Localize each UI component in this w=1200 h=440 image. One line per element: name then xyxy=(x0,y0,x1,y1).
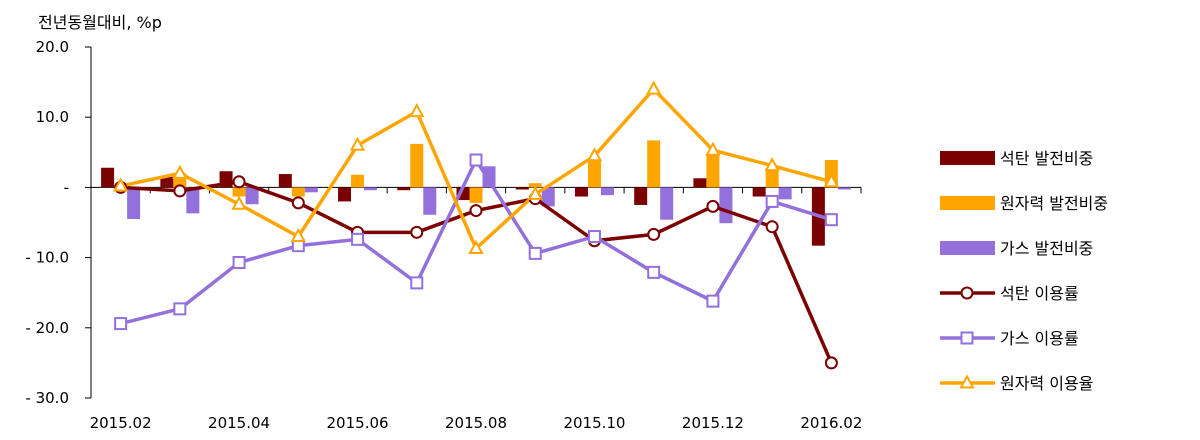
line-point-square xyxy=(469,153,483,167)
line-point-triangle xyxy=(349,136,366,151)
x-tick-label: 2015.10 xyxy=(563,414,625,432)
line-point-circle xyxy=(960,286,974,300)
bar xyxy=(482,166,496,188)
bar xyxy=(351,174,365,188)
bar xyxy=(186,187,200,214)
line-point-square xyxy=(587,230,601,244)
line-point-triangle xyxy=(764,157,780,172)
line-point-triangle xyxy=(409,102,425,118)
line-point-triangle xyxy=(705,141,721,156)
line-point-circle xyxy=(706,199,720,213)
bar xyxy=(291,187,305,197)
y-tick-label: 10.0 xyxy=(36,108,69,126)
line-point-square xyxy=(114,317,128,331)
bar xyxy=(837,187,851,190)
x-tick-label: 2015.06 xyxy=(327,414,389,432)
line-point-square xyxy=(824,213,838,227)
y-tick-label: - 30.0 xyxy=(25,389,69,407)
bar xyxy=(338,187,352,202)
line-point-square xyxy=(960,331,974,345)
line-point-square xyxy=(351,232,365,246)
legend-label: 원자력 이용율 xyxy=(1000,374,1093,393)
line-point-circle xyxy=(291,196,305,210)
bar xyxy=(364,187,378,191)
line-point-triangle xyxy=(527,185,543,200)
line-point-square xyxy=(528,246,542,260)
legend-label: 원자력 발전비중 xyxy=(1000,194,1108,213)
line-point-circle xyxy=(469,204,483,218)
legend-label: 가스 발전비중 xyxy=(1000,239,1093,258)
x-tick-label: 2016.02 xyxy=(800,414,862,432)
line-point-circle xyxy=(647,227,661,241)
bar xyxy=(574,187,588,197)
plot-area: 20.0 10.0 - - 10.0 - 20.0 - 30.0 2015.02 2015.0… xyxy=(25,38,862,432)
bar xyxy=(515,187,529,190)
y-tick-label: - xyxy=(64,178,69,196)
bar xyxy=(719,187,733,224)
bar xyxy=(101,167,115,188)
line-point-circle xyxy=(824,356,838,370)
line-point-triangle xyxy=(231,195,247,210)
line-point-circle xyxy=(765,220,779,234)
bar xyxy=(693,178,707,188)
y-tick-label: - 10.0 xyxy=(25,249,69,267)
line-point-circle xyxy=(410,225,424,239)
line-point-triangle xyxy=(172,164,188,179)
line-point-square xyxy=(410,276,424,290)
line-point-triangle xyxy=(959,374,975,389)
bar xyxy=(410,143,424,188)
x-tick-label: 2015.04 xyxy=(208,414,270,432)
y-axis-unit-label: 전년동월대비, %p xyxy=(38,13,162,32)
line-point-circle xyxy=(232,175,246,189)
legend-swatch-bar xyxy=(940,151,995,165)
bar xyxy=(397,187,411,191)
line-point-square xyxy=(232,256,246,270)
line-point-square xyxy=(765,194,779,208)
bar xyxy=(245,187,259,205)
line-point-triangle xyxy=(823,173,840,188)
legend-label: 가스 이용률 xyxy=(1000,329,1079,348)
y-tick-label: 20.0 xyxy=(36,38,69,56)
line-point-triangle xyxy=(586,147,603,162)
legend-swatch-bar xyxy=(940,241,995,255)
line-point-square xyxy=(706,294,720,308)
y-tick-label: - 20.0 xyxy=(25,319,69,337)
bar xyxy=(541,187,555,207)
line-point-square xyxy=(647,265,661,279)
line-point-triangle xyxy=(468,239,484,254)
line-point-circle xyxy=(173,184,187,198)
bar xyxy=(423,187,437,215)
x-tick-label: 2015.08 xyxy=(445,414,507,432)
bar xyxy=(469,187,483,203)
bar xyxy=(587,158,601,188)
bar xyxy=(634,187,648,205)
line-point-triangle xyxy=(646,80,662,95)
bar xyxy=(706,153,720,188)
bar xyxy=(647,140,661,188)
bar xyxy=(278,174,292,188)
bar xyxy=(160,176,174,188)
legend-label: 석탄 발전비중 xyxy=(1000,149,1093,168)
bar xyxy=(660,187,674,220)
line-point-triangle xyxy=(290,227,306,243)
bar xyxy=(765,167,779,188)
bar xyxy=(778,187,792,200)
bar xyxy=(232,187,246,197)
bar xyxy=(752,187,766,197)
line-point-triangle xyxy=(112,177,129,192)
x-tick-label: 2015.02 xyxy=(90,414,152,432)
bar xyxy=(304,187,318,193)
line-point-square xyxy=(173,302,187,316)
legend-label: 석탄 이용률 xyxy=(1000,284,1079,303)
legend-swatch-bar xyxy=(940,196,995,210)
series-line xyxy=(120,87,832,251)
x-tick-label: 2015.12 xyxy=(682,414,744,432)
bar xyxy=(600,187,614,196)
bar xyxy=(528,183,542,188)
bar xyxy=(127,187,141,219)
